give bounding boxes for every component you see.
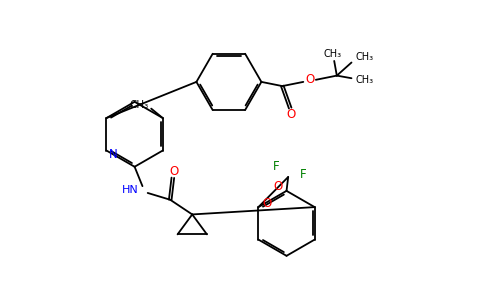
Text: F: F — [273, 160, 280, 173]
Text: CH₃: CH₃ — [355, 75, 373, 85]
Text: O: O — [262, 197, 272, 211]
Text: O: O — [305, 73, 314, 86]
Text: O: O — [273, 180, 283, 193]
Text: O: O — [287, 108, 296, 121]
Text: CH₃: CH₃ — [324, 49, 342, 58]
Text: N: N — [109, 148, 118, 161]
Text: CH₃: CH₃ — [355, 52, 373, 62]
Text: O: O — [170, 165, 179, 178]
Text: F: F — [300, 168, 306, 181]
Text: CH₃: CH₃ — [130, 100, 149, 110]
Text: HN: HN — [122, 185, 139, 195]
